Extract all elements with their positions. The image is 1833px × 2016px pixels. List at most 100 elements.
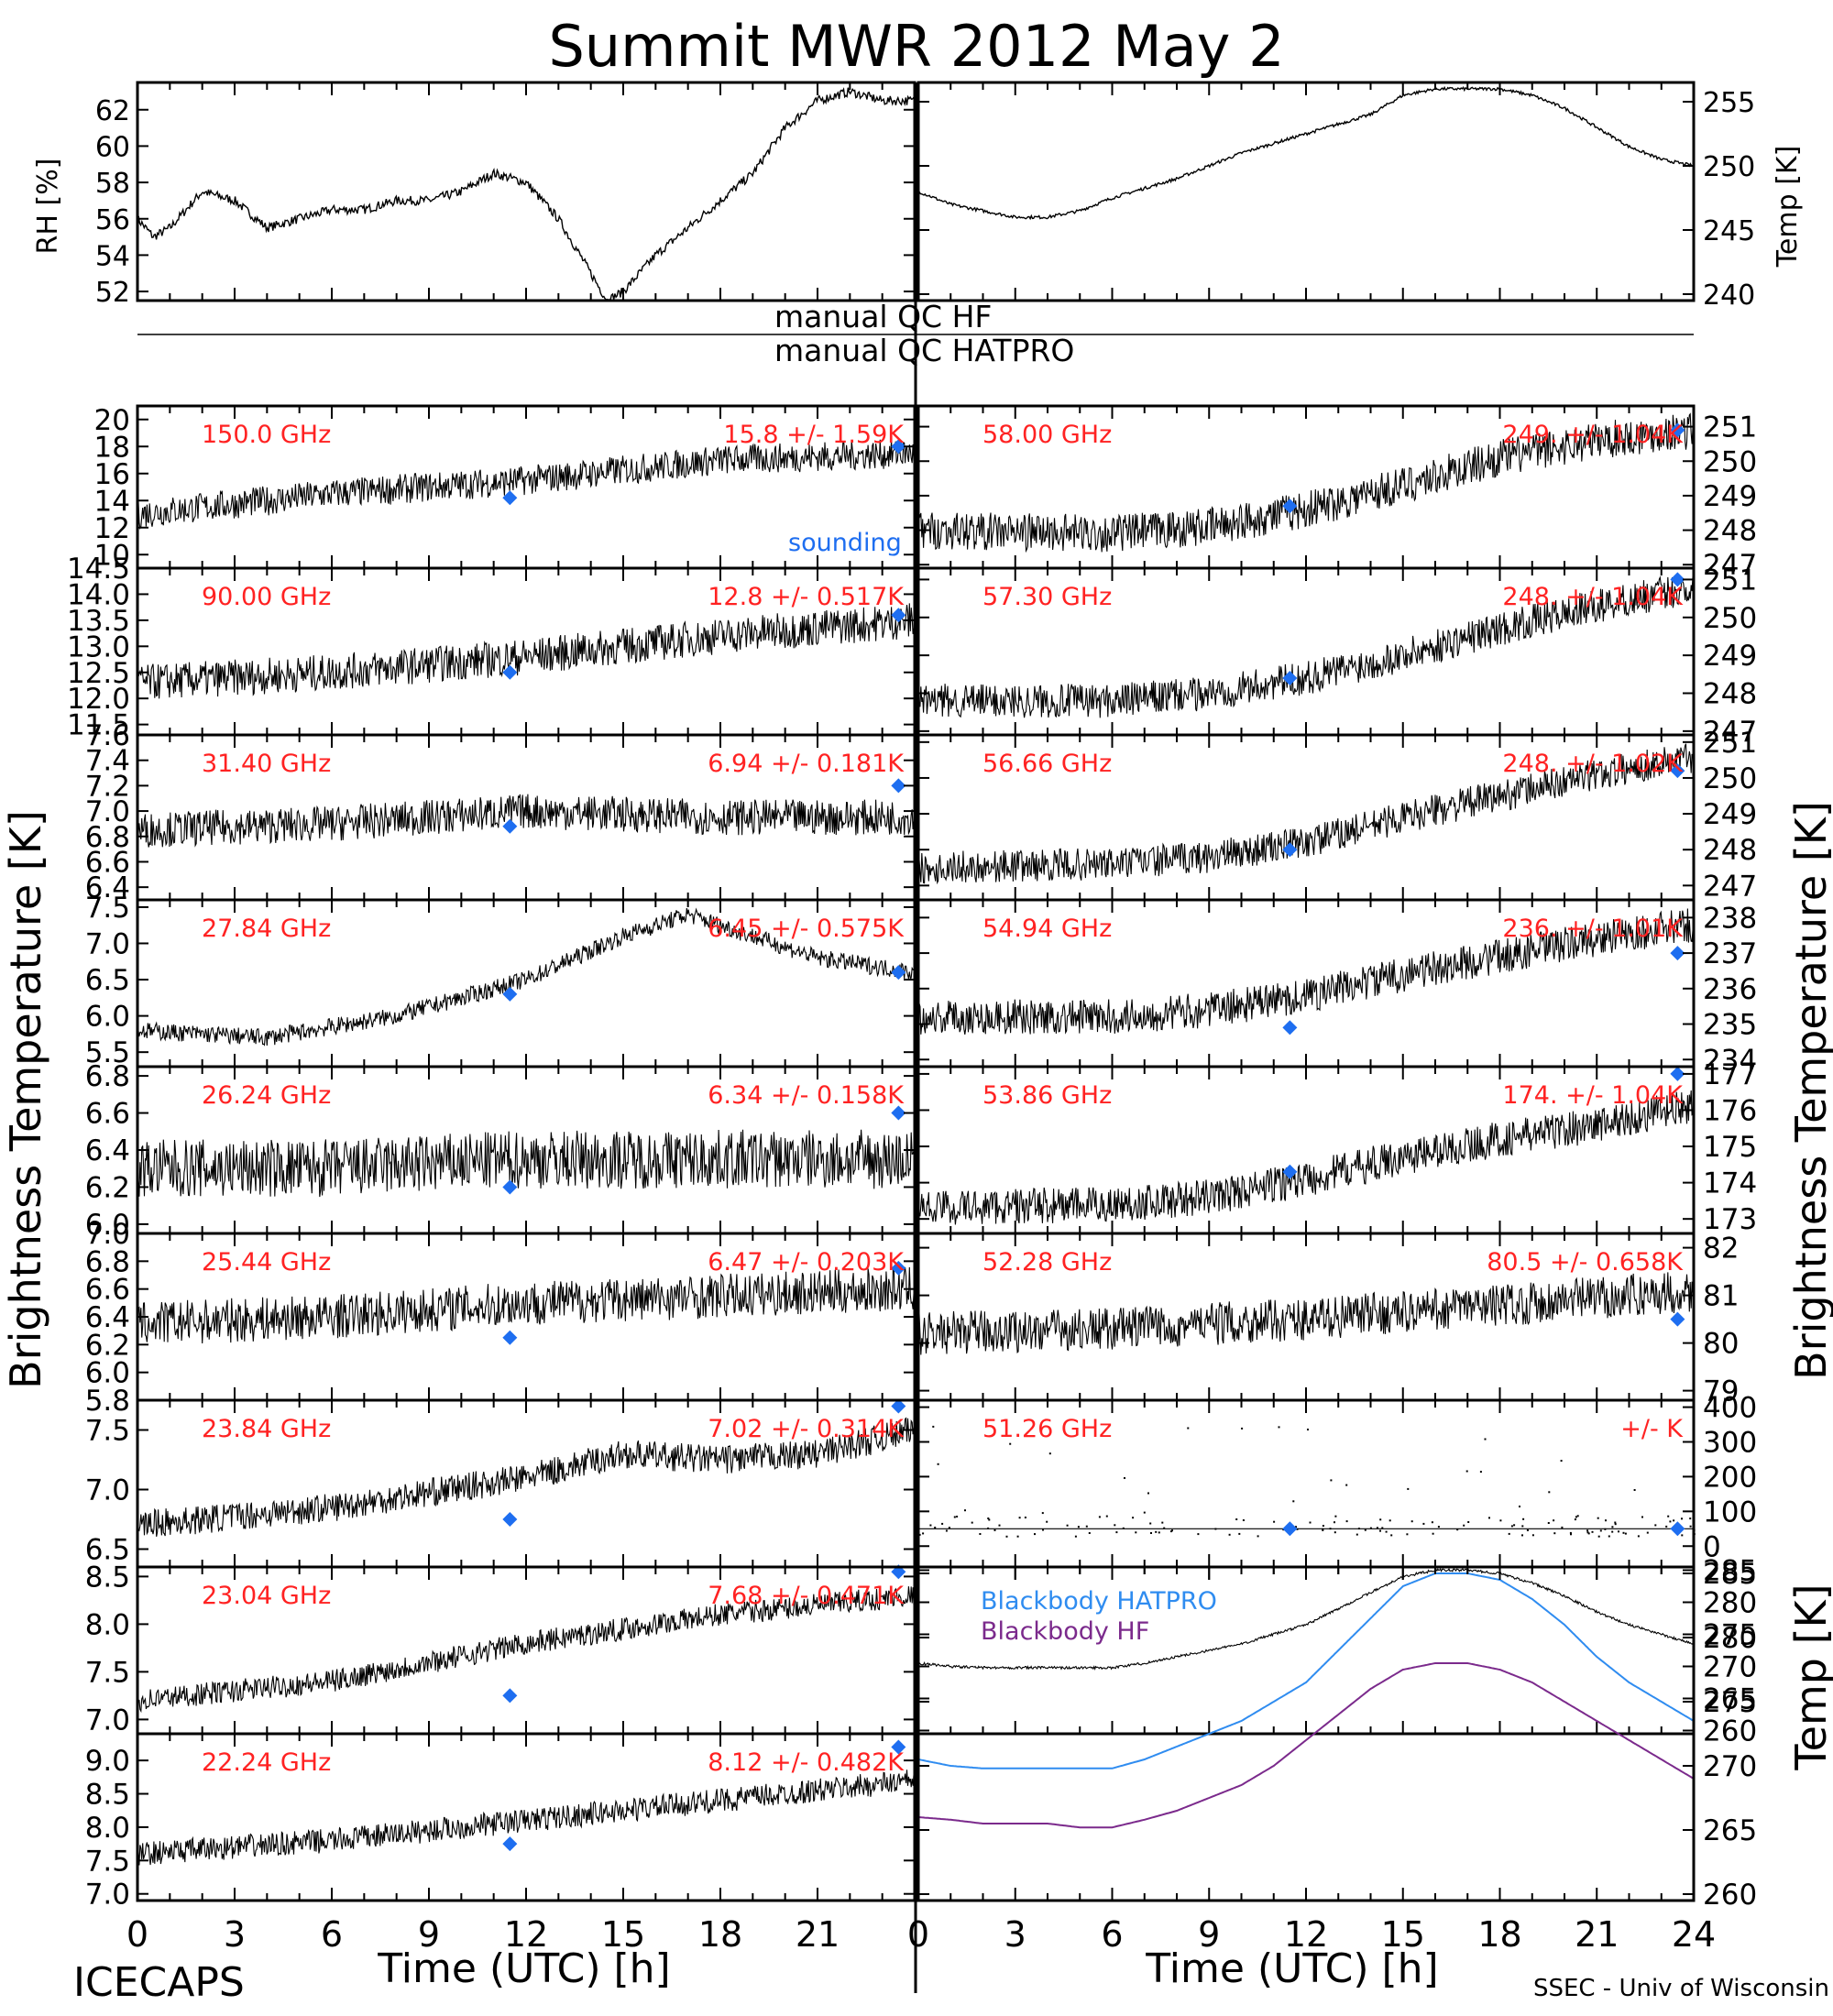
x-tick-label: 18 bbox=[698, 1914, 742, 1955]
data-point bbox=[1171, 1529, 1173, 1532]
y-tick-label: 6.2 bbox=[85, 1329, 130, 1362]
data-point bbox=[1531, 1534, 1534, 1537]
y-tick-label: 79 bbox=[1703, 1375, 1739, 1408]
y-tick-label: 7.0 bbox=[85, 927, 130, 960]
data-point bbox=[1586, 1529, 1589, 1532]
sounding-marker bbox=[891, 965, 906, 981]
y-tick-label: 56 bbox=[95, 204, 130, 236]
y-tick-label: 245 bbox=[1703, 215, 1755, 247]
y-tick-label: 80 bbox=[1703, 1328, 1739, 1361]
data-point bbox=[941, 1522, 944, 1525]
y-tick-label: 176 bbox=[1703, 1094, 1757, 1127]
frequency-label: 52.28 GHz bbox=[982, 1248, 1112, 1276]
data-point bbox=[1390, 1534, 1393, 1537]
y-tick-label: 12.0 bbox=[67, 683, 130, 716]
data-point bbox=[1521, 1534, 1523, 1537]
y-tick-label: 6.2 bbox=[85, 1171, 130, 1204]
data-point bbox=[1238, 1532, 1241, 1535]
data-point bbox=[1018, 1517, 1021, 1519]
sounding-marker bbox=[891, 1398, 906, 1414]
data-point bbox=[1689, 1525, 1692, 1528]
panel-9: 7.0 7.5 8.0 8.5 23.04 GHz 7.68 +/- 0.471K bbox=[85, 1561, 916, 1737]
sounding-marker bbox=[502, 490, 518, 506]
data-point bbox=[1575, 1516, 1577, 1518]
sounding-marker bbox=[1282, 1164, 1298, 1179]
data-point bbox=[1467, 1521, 1470, 1523]
data-point bbox=[1085, 1525, 1088, 1528]
series-line bbox=[137, 1769, 916, 1866]
data-point bbox=[1329, 1528, 1332, 1530]
data-point bbox=[1046, 1520, 1048, 1523]
data-point bbox=[1132, 1517, 1135, 1519]
data-point bbox=[1345, 1520, 1348, 1523]
frequency-label: 58.00 GHz bbox=[982, 421, 1112, 449]
y-tick-label: 62 bbox=[95, 95, 130, 127]
y-tick-label: 5.8 bbox=[85, 1385, 130, 1418]
y-tick-label: 12 bbox=[94, 512, 130, 545]
y-tick-label: 82 bbox=[1703, 1233, 1739, 1265]
y-tick-label: 13.0 bbox=[67, 630, 130, 663]
x-tick-label: 21 bbox=[796, 1914, 840, 1955]
series-line bbox=[137, 794, 916, 848]
x-tick-label: 18 bbox=[1477, 1914, 1521, 1955]
y-tick-label: 260 bbox=[1703, 1879, 1757, 1912]
data-point bbox=[1235, 1518, 1238, 1520]
panel-3: 11.512.012.513.013.514.014.5 90.00 GHz 12.… bbox=[67, 553, 916, 742]
stat-label: 7.02 +/- 0.314K bbox=[708, 1415, 905, 1443]
data-point bbox=[1667, 1515, 1670, 1517]
y-tick-label: 14.5 bbox=[67, 553, 130, 586]
data-point bbox=[1608, 1535, 1610, 1538]
data-point bbox=[1077, 1526, 1080, 1528]
y-tick-label: 6.0 bbox=[85, 1357, 130, 1390]
y-tick-label: 247 bbox=[1703, 549, 1757, 582]
y-tick-label: 200 bbox=[1703, 1461, 1757, 1494]
data-point bbox=[922, 1532, 925, 1535]
data-point bbox=[1322, 1528, 1324, 1531]
rh-axis-label: RH [%] bbox=[32, 159, 64, 255]
y-tick-label: 251 bbox=[1703, 411, 1757, 444]
y-tick-label: 6.8 bbox=[85, 1060, 130, 1093]
data-point bbox=[1432, 1532, 1434, 1535]
stat-label: +/- K bbox=[1620, 1415, 1684, 1443]
y-tick-label: 250 bbox=[1703, 445, 1757, 478]
sounding-marker bbox=[1670, 1311, 1685, 1327]
data-point bbox=[1484, 1438, 1487, 1441]
sounding-marker bbox=[1282, 499, 1298, 514]
data-point bbox=[1574, 1518, 1576, 1521]
data-point bbox=[1591, 1530, 1594, 1533]
data-point bbox=[1187, 1427, 1190, 1430]
left-tb-axis-label: Brightness Temperature [K] bbox=[1, 810, 50, 1389]
data-point bbox=[1161, 1521, 1164, 1524]
panel-6: 6.0 6.2 6.46.6 6.8 26.24 GHz 6.34 +/- 0.158K bbox=[85, 1060, 916, 1242]
data-point bbox=[1456, 1528, 1459, 1531]
y-tick-label: 11.5 bbox=[67, 709, 130, 742]
y-tick-label: 8.5 bbox=[85, 1561, 130, 1594]
sounding-marker bbox=[1670, 422, 1685, 438]
data-point bbox=[1034, 1533, 1036, 1536]
sounding-marker bbox=[502, 818, 518, 834]
sounding-marker bbox=[891, 1260, 906, 1276]
data-point bbox=[1586, 1531, 1589, 1534]
data-point bbox=[1048, 1452, 1051, 1455]
data-point bbox=[1024, 1517, 1026, 1518]
data-point bbox=[1135, 1531, 1137, 1534]
y-tick-label: 16 bbox=[94, 458, 130, 491]
frequency-label: 57.30 GHz bbox=[982, 583, 1112, 611]
data-point bbox=[1016, 1535, 1019, 1538]
frequency-label: 26.24 GHz bbox=[202, 1081, 331, 1110]
y-tick-label: 270 bbox=[1703, 1750, 1757, 1783]
data-point bbox=[1105, 1515, 1108, 1517]
y-tick-label: 6.8 bbox=[85, 1245, 130, 1278]
data-point bbox=[993, 1528, 996, 1531]
y-tick-label: 100 bbox=[1703, 1496, 1757, 1528]
y-tick-label: 6.0 bbox=[85, 1001, 130, 1034]
y-tick-label: 7.0 bbox=[85, 1474, 130, 1507]
panel-1: 240 245 250 255 bbox=[916, 81, 1755, 312]
y-tick-label: 250 bbox=[1703, 602, 1757, 635]
y-tick-label: 275 bbox=[1703, 1686, 1757, 1719]
data-point bbox=[1624, 1532, 1627, 1535]
data-point bbox=[1569, 1531, 1572, 1534]
panel-4: 6.46.66.87.07.27.47.6 31.40 GHz 6.94 +/- 0… bbox=[85, 719, 916, 904]
